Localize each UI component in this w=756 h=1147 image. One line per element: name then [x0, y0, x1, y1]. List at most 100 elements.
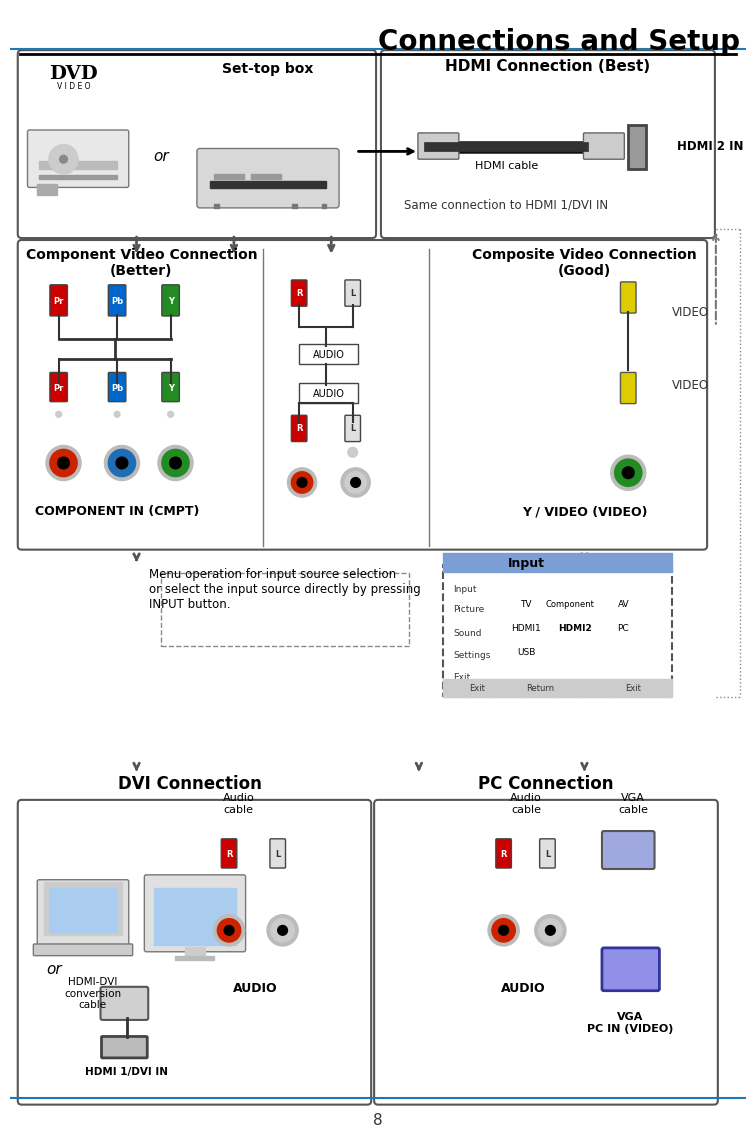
- FancyBboxPatch shape: [299, 344, 358, 364]
- Circle shape: [492, 919, 516, 942]
- FancyBboxPatch shape: [33, 944, 132, 955]
- Circle shape: [611, 455, 646, 490]
- FancyBboxPatch shape: [27, 130, 129, 187]
- Text: AUDIO: AUDIO: [500, 982, 545, 996]
- FancyBboxPatch shape: [374, 799, 718, 1105]
- Bar: [185, 947, 205, 957]
- Text: R: R: [296, 424, 302, 434]
- Bar: [37, 184, 57, 195]
- Text: 8: 8: [373, 1113, 383, 1128]
- Text: HDMI cable: HDMI cable: [475, 161, 538, 171]
- Circle shape: [499, 926, 509, 935]
- Circle shape: [46, 445, 81, 481]
- Bar: [443, 679, 672, 696]
- Text: Input: Input: [507, 556, 544, 570]
- Circle shape: [291, 471, 313, 493]
- Text: L: L: [275, 850, 280, 859]
- Text: Audio
cable: Audio cable: [223, 793, 255, 814]
- FancyBboxPatch shape: [584, 133, 624, 159]
- Text: COMPONENT IN (CMPT): COMPONENT IN (CMPT): [35, 505, 200, 518]
- FancyBboxPatch shape: [270, 838, 286, 868]
- Circle shape: [546, 926, 555, 935]
- Text: Exit: Exit: [625, 685, 641, 694]
- FancyBboxPatch shape: [37, 880, 129, 952]
- Circle shape: [218, 919, 240, 942]
- Bar: [321, 204, 327, 208]
- FancyBboxPatch shape: [291, 280, 307, 306]
- Circle shape: [615, 459, 642, 486]
- FancyBboxPatch shape: [162, 284, 179, 315]
- Circle shape: [112, 409, 122, 419]
- Circle shape: [341, 468, 370, 497]
- Circle shape: [267, 915, 298, 946]
- Text: HDMI 1/DVI IN: HDMI 1/DVI IN: [85, 1067, 169, 1077]
- Text: Audio
cable: Audio cable: [510, 793, 542, 814]
- Circle shape: [50, 450, 77, 477]
- Bar: [39, 162, 117, 169]
- FancyBboxPatch shape: [602, 947, 659, 991]
- Circle shape: [225, 926, 234, 935]
- FancyBboxPatch shape: [17, 799, 371, 1105]
- Text: Exit: Exit: [453, 672, 470, 681]
- FancyBboxPatch shape: [621, 373, 636, 404]
- Circle shape: [297, 477, 307, 487]
- Text: HDMI 2 IN: HDMI 2 IN: [677, 140, 743, 153]
- Bar: [44, 882, 122, 935]
- FancyBboxPatch shape: [602, 832, 655, 869]
- FancyBboxPatch shape: [540, 838, 555, 868]
- Text: DVD: DVD: [49, 64, 98, 83]
- Text: AUDIO: AUDIO: [312, 350, 344, 360]
- FancyBboxPatch shape: [197, 148, 339, 208]
- Text: Pb: Pb: [111, 297, 123, 306]
- FancyBboxPatch shape: [299, 383, 358, 403]
- FancyBboxPatch shape: [162, 373, 179, 401]
- Circle shape: [624, 412, 633, 421]
- Text: PC Connection: PC Connection: [478, 775, 613, 794]
- Text: HDMI2: HDMI2: [558, 624, 592, 633]
- Text: Exit: Exit: [469, 685, 485, 694]
- FancyBboxPatch shape: [17, 50, 376, 239]
- Text: Pb: Pb: [111, 383, 123, 392]
- Circle shape: [348, 447, 358, 458]
- FancyBboxPatch shape: [108, 284, 125, 315]
- FancyBboxPatch shape: [291, 415, 307, 442]
- Circle shape: [49, 145, 78, 174]
- Text: R: R: [500, 850, 507, 859]
- Circle shape: [287, 468, 317, 497]
- Text: Component: Component: [545, 600, 594, 609]
- FancyBboxPatch shape: [621, 282, 636, 313]
- Text: or: or: [46, 962, 61, 977]
- FancyBboxPatch shape: [50, 284, 67, 315]
- Bar: [443, 553, 672, 572]
- FancyBboxPatch shape: [50, 373, 67, 401]
- Circle shape: [114, 412, 120, 418]
- Bar: [154, 889, 236, 945]
- Text: HDMI1: HDMI1: [511, 624, 541, 633]
- Circle shape: [534, 915, 566, 946]
- Text: VGA
PC IN (VIDEO): VGA PC IN (VIDEO): [587, 1012, 674, 1033]
- Circle shape: [351, 477, 361, 487]
- Bar: [175, 955, 215, 960]
- Bar: [215, 174, 243, 179]
- Text: or: or: [153, 149, 169, 164]
- Text: Composite Video Connection
(Good): Composite Video Connection (Good): [472, 248, 697, 279]
- Text: R: R: [296, 289, 302, 298]
- Circle shape: [56, 412, 61, 418]
- FancyBboxPatch shape: [345, 415, 361, 442]
- FancyBboxPatch shape: [17, 240, 707, 549]
- FancyBboxPatch shape: [381, 50, 715, 239]
- Text: Y: Y: [168, 383, 174, 392]
- Circle shape: [622, 467, 634, 478]
- Circle shape: [54, 409, 64, 419]
- Bar: [49, 889, 117, 933]
- Circle shape: [166, 409, 175, 419]
- Text: USB: USB: [517, 648, 535, 657]
- Bar: [209, 180, 327, 188]
- Circle shape: [345, 471, 367, 493]
- Circle shape: [488, 915, 519, 946]
- Text: Menu operation for input source selection
or select the input source directly by: Menu operation for input source selectio…: [149, 568, 420, 611]
- Circle shape: [271, 919, 294, 942]
- Circle shape: [277, 926, 287, 935]
- Text: Pr: Pr: [54, 383, 64, 392]
- FancyBboxPatch shape: [161, 574, 409, 646]
